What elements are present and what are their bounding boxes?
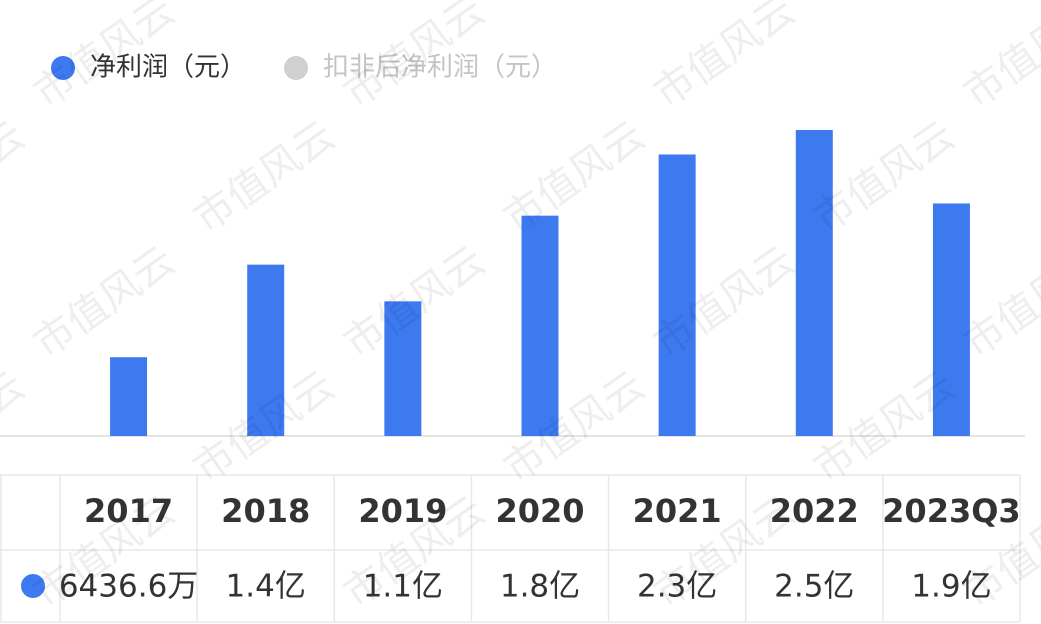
category-label: 2020	[495, 492, 584, 530]
category-label: 2017	[84, 492, 173, 530]
value-label: 1.9亿	[911, 569, 991, 605]
legend-label: 扣非后净利润（元）	[323, 53, 557, 83]
value-label: 6436.6万	[59, 569, 198, 605]
watermark-text: 市值风云	[0, 363, 33, 492]
category-label: 2021	[633, 492, 722, 530]
value-label: 1.1亿	[363, 569, 443, 605]
legend-label: 净利润（元）	[90, 53, 246, 83]
bar	[795, 130, 833, 436]
bar	[110, 357, 148, 436]
watermark-text: 市值风云	[956, 0, 1041, 117]
category-label: 2018	[221, 492, 310, 530]
bar	[384, 301, 422, 436]
legend-dot	[284, 56, 309, 80]
watermark-text: 市值风云	[26, 238, 183, 367]
row-dot	[21, 574, 45, 598]
watermark-text: 市值风云	[0, 113, 33, 242]
watermark-text: 市值风云	[646, 0, 803, 117]
watermark-text: 市值风云	[496, 363, 653, 492]
watermark-text: 市值风云	[186, 113, 343, 242]
category-label: 2019	[358, 492, 447, 530]
legend-dot	[51, 56, 75, 80]
category-label: 2023Q3	[882, 492, 1021, 530]
bar	[932, 203, 970, 436]
value-label: 2.5亿	[774, 569, 854, 605]
bar	[247, 264, 285, 436]
bar	[521, 215, 559, 436]
value-label: 1.8亿	[500, 569, 580, 605]
bar	[658, 154, 696, 437]
value-label: 2.3亿	[637, 569, 717, 605]
value-label: 1.4亿	[226, 569, 306, 605]
watermark-text: 市值风云	[496, 113, 653, 242]
category-label: 2022	[770, 492, 859, 530]
